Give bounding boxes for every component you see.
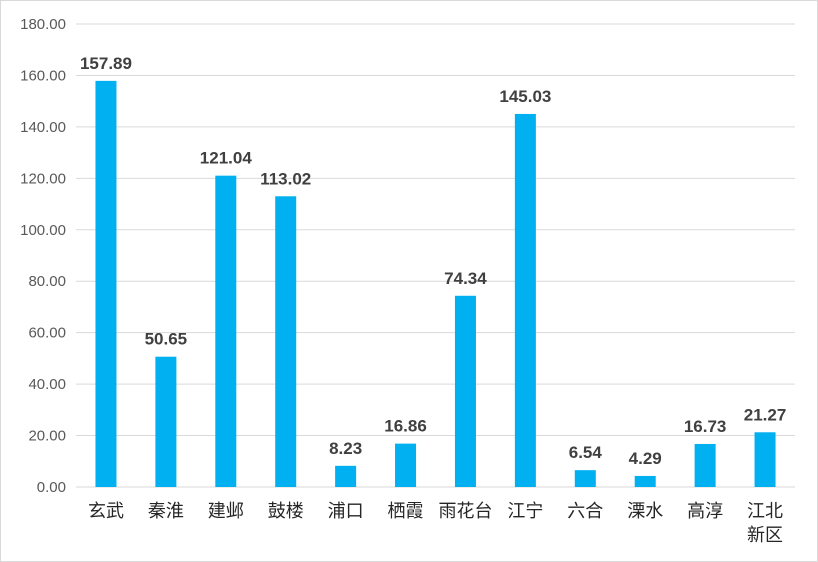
data-label: 16.86 bbox=[384, 417, 427, 436]
y-tick-label: 40.00 bbox=[28, 376, 66, 393]
y-tick-label: 160.00 bbox=[20, 67, 66, 84]
data-label: 21.27 bbox=[744, 405, 787, 424]
y-tick-label: 140.00 bbox=[20, 119, 66, 136]
data-label: 74.34 bbox=[444, 269, 487, 288]
x-tick-label: 溧水 bbox=[627, 501, 663, 522]
x-tick-label: 建邺 bbox=[208, 501, 244, 522]
y-tick-label: 0.00 bbox=[37, 479, 66, 496]
bar bbox=[275, 196, 297, 487]
data-label: 6.54 bbox=[569, 443, 603, 462]
y-tick-label: 20.00 bbox=[28, 428, 66, 445]
x-tick-label: 江宁 bbox=[507, 501, 543, 522]
x-tick-label: 雨花台 bbox=[438, 501, 492, 522]
y-tick-label: 120.00 bbox=[20, 170, 66, 187]
bar bbox=[754, 432, 776, 487]
y-tick-label: 100.00 bbox=[20, 222, 66, 239]
x-tick-label: 江北新区 bbox=[747, 501, 783, 546]
y-tick-label: 60.00 bbox=[28, 325, 66, 342]
data-label: 4.29 bbox=[629, 449, 662, 468]
bar bbox=[215, 175, 237, 488]
bar bbox=[634, 475, 656, 487]
bar bbox=[95, 80, 117, 488]
x-tick-label: 鼓楼 bbox=[268, 501, 304, 522]
bar bbox=[155, 356, 177, 487]
x-tick-label: 栖霞 bbox=[388, 501, 424, 522]
bar bbox=[514, 113, 536, 487]
bar bbox=[694, 443, 716, 487]
bar bbox=[335, 465, 357, 487]
x-tick-label: 六合 bbox=[567, 501, 603, 522]
data-label: 50.65 bbox=[145, 330, 188, 349]
data-label: 8.23 bbox=[329, 439, 362, 458]
data-label: 145.03 bbox=[499, 87, 551, 106]
bar bbox=[574, 470, 596, 487]
data-label: 121.04 bbox=[200, 149, 253, 168]
x-tick-label: 高淳 bbox=[687, 501, 723, 522]
x-tick-label: 玄武 bbox=[88, 501, 124, 522]
y-tick-label: 80.00 bbox=[28, 273, 66, 290]
x-tick-label: 秦淮 bbox=[148, 501, 184, 522]
x-tick-label: 浦口 bbox=[328, 501, 364, 522]
data-label: 157.89 bbox=[80, 54, 132, 73]
data-label: 113.02 bbox=[260, 169, 311, 188]
data-label: 16.73 bbox=[684, 417, 727, 436]
bar bbox=[395, 443, 417, 487]
bar bbox=[454, 295, 476, 487]
y-tick-label: 180.00 bbox=[20, 16, 66, 33]
